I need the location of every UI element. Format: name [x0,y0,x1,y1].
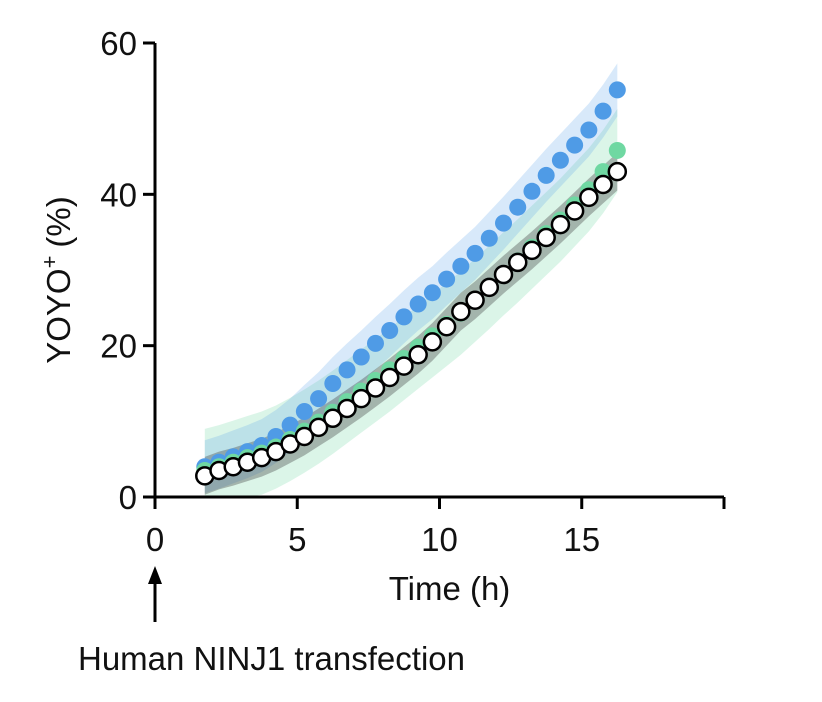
point-black [351,388,372,409]
point-blue [495,214,513,232]
point-black [593,174,613,195]
point-blue [295,402,313,420]
point-green [608,141,626,159]
point-black [451,301,471,322]
point-black [365,378,386,398]
point-blue [480,229,498,247]
point-black [436,317,457,337]
point-blue [523,182,541,200]
point-blue [438,270,456,288]
point-black [394,356,414,376]
x-tick-label: 10 [421,521,458,558]
point-blue [352,348,370,366]
point-blue [423,284,441,302]
point-blue [338,361,356,379]
point-black [507,252,528,273]
point-black [493,264,514,285]
x-axis-ticks: 0 5 10 15 [146,497,726,558]
y-axis-title-unit: (%) [40,196,77,247]
x-tick-label: 15 [563,521,600,558]
y-axis-title: YOYO+ (%) [37,196,77,364]
point-black [522,240,542,261]
point-black [465,290,485,311]
y-tick-label: 60 [100,25,137,62]
y-tick-label: 20 [100,328,137,365]
point-blue [551,151,569,169]
point-blue [566,136,584,154]
x-axis-title: Time (h) [389,570,511,607]
point-blue [409,295,427,313]
point-black [379,367,400,388]
transfection-annotation: Human NINJ1 transfection [78,640,465,677]
x-tick-label: 0 [146,521,164,558]
point-blue [324,375,342,392]
point-blue [537,166,555,184]
point-black [536,227,556,248]
point-blue [509,198,527,216]
point-black [479,277,500,298]
series-black [195,161,628,486]
point-blue [452,257,470,275]
point-black [337,398,357,419]
band-green [204,108,618,497]
point-black [408,344,428,365]
point-blue [608,81,626,99]
confidence-bands [204,63,618,497]
point-black [550,214,571,235]
point-blue [466,244,484,262]
y-axis-title-superscript: + [37,256,62,269]
point-black [422,332,443,352]
point-black [323,408,343,429]
point-blue [395,308,413,326]
point-black [579,187,599,208]
transfection-arrow [148,566,162,622]
point-black [607,161,628,182]
point-black [564,201,585,221]
band-blue [204,63,618,494]
data-points [195,81,628,486]
point-blue [310,390,328,408]
point-blue [381,322,399,340]
y-tick-label: 0 [119,479,137,516]
x-tick-label: 5 [288,521,306,558]
point-black [294,426,315,447]
point-blue [594,102,612,120]
point-blue [366,334,384,352]
y-tick-label: 40 [100,176,137,213]
y-axis-title-main: YOYO [40,268,77,363]
y-axis-ticks: 0 20 40 60 [100,25,155,516]
point-black [308,417,329,438]
point-blue [281,416,299,434]
point-blue [580,121,598,139]
arrow-head [148,566,162,584]
